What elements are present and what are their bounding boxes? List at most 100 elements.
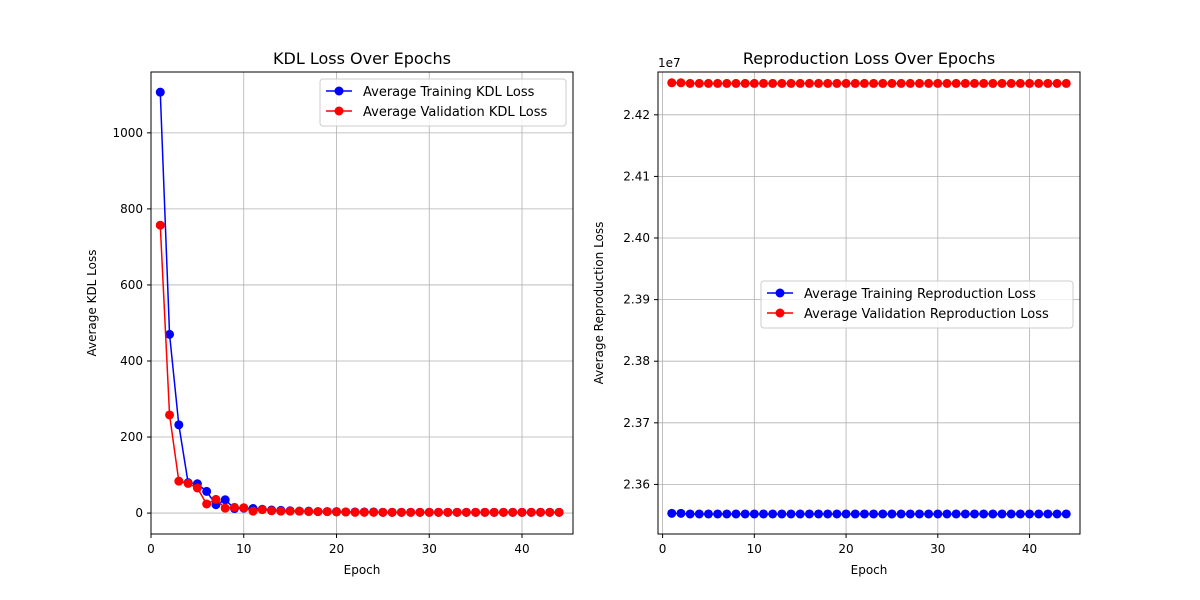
axis-offset-label: 1e7: [658, 56, 681, 70]
data-point: [804, 78, 814, 88]
data-point: [960, 78, 970, 88]
x-axis-label: Epoch: [344, 563, 381, 577]
data-point: [924, 509, 934, 519]
data-point: [713, 509, 723, 519]
data-point: [165, 329, 175, 339]
data-point: [951, 78, 961, 88]
legend-marker: [775, 288, 785, 298]
y-tick-label: 2.38: [623, 354, 650, 368]
data-point: [378, 507, 388, 517]
data-point: [731, 509, 741, 519]
data-point: [155, 87, 165, 97]
y-tick-label: 0: [135, 506, 143, 520]
data-point: [970, 509, 979, 519]
data-point: [832, 78, 842, 88]
data-point: [814, 78, 824, 88]
data-point: [878, 78, 888, 88]
data-point: [869, 509, 879, 519]
data-point: [202, 486, 212, 496]
data-point: [350, 507, 360, 517]
data-point: [878, 509, 888, 519]
legend-box: [319, 78, 567, 127]
data-point: [1034, 78, 1044, 88]
data-point: [914, 78, 924, 88]
x-tick-label: 30: [930, 542, 945, 556]
data-point: [211, 494, 221, 504]
data-point: [498, 507, 508, 517]
data-point: [933, 509, 943, 519]
data-point: [970, 78, 979, 88]
y-tick-label: 2.42: [623, 108, 650, 122]
legend-marker: [775, 308, 785, 318]
legend-label: Average Validation KDL Loss: [363, 105, 547, 120]
data-point: [694, 509, 704, 519]
data-point: [731, 78, 741, 88]
data-point: [887, 509, 897, 519]
data-point: [434, 507, 444, 517]
data-point: [749, 509, 759, 519]
data-point: [424, 507, 434, 517]
data-point: [1006, 509, 1016, 519]
data-point: [202, 499, 212, 509]
chart-title: KDL Loss Over Epochs: [273, 49, 451, 68]
data-point: [759, 78, 768, 88]
data-point: [942, 509, 952, 519]
data-point: [942, 78, 952, 88]
data-point: [220, 503, 230, 513]
data-point: [285, 506, 295, 516]
data-point: [554, 507, 564, 517]
data-point: [1025, 509, 1035, 519]
data-point: [229, 502, 239, 512]
x-tick-label: 20: [329, 542, 344, 556]
data-point: [1015, 509, 1025, 519]
data-point: [415, 507, 425, 517]
data-point: [517, 507, 527, 517]
data-point: [841, 78, 851, 88]
data-point: [174, 476, 184, 486]
x-tick-label: 10: [747, 542, 762, 556]
y-tick-label: 600: [120, 278, 143, 292]
legend-label: Average Training KDL Loss: [363, 85, 535, 100]
data-point: [988, 78, 998, 88]
data-point: [988, 509, 998, 519]
data-point: [1043, 78, 1053, 88]
data-point: [508, 507, 518, 517]
data-point: [896, 78, 906, 88]
y-axis-label: Average Reproduction Loss: [592, 222, 606, 385]
y-tick-label: 200: [120, 430, 143, 444]
x-tick-label: 30: [422, 542, 437, 556]
data-point: [841, 509, 851, 519]
data-point: [489, 507, 499, 517]
data-point: [694, 78, 704, 88]
data-point: [1061, 78, 1071, 88]
data-point: [814, 509, 824, 519]
axes-frame: [657, 71, 1081, 535]
legend-box: [760, 280, 1074, 329]
data-point: [905, 78, 915, 88]
data-point: [740, 78, 750, 88]
data-point: [536, 507, 546, 517]
data-point: [1043, 509, 1053, 519]
data-point: [304, 507, 314, 517]
data-point: [933, 78, 943, 88]
data-point: [165, 410, 175, 420]
x-tick-label: 40: [1022, 542, 1037, 556]
data-point: [676, 508, 686, 518]
legend-label: Average Training Reproduction Loss: [804, 287, 1036, 302]
data-point: [443, 507, 453, 517]
data-point: [1052, 78, 1062, 88]
data-point: [1034, 509, 1044, 519]
x-tick-label: 0: [147, 542, 155, 556]
data-point: [759, 509, 768, 519]
data-point: [768, 509, 778, 519]
data-point: [979, 78, 989, 88]
data-point: [924, 78, 934, 88]
data-point: [960, 509, 970, 519]
legend-marker: [334, 106, 344, 116]
data-point: [887, 78, 897, 88]
data-point: [471, 507, 481, 517]
data-point: [850, 509, 860, 519]
data-point: [192, 483, 202, 493]
y-tick-label: 2.39: [623, 293, 650, 307]
